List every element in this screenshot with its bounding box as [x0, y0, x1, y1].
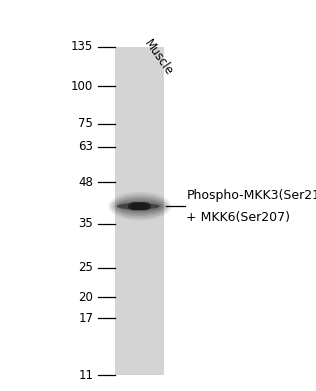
Text: Phospho-MKK3(Ser218): Phospho-MKK3(Ser218): [186, 188, 316, 202]
Ellipse shape: [135, 202, 147, 210]
Ellipse shape: [108, 192, 171, 221]
Ellipse shape: [131, 202, 143, 210]
Ellipse shape: [128, 202, 140, 210]
Ellipse shape: [111, 194, 169, 218]
Text: Muscle: Muscle: [142, 38, 175, 78]
Bar: [115, 47, 164, 375]
Text: 35: 35: [78, 217, 93, 230]
Text: 75: 75: [78, 117, 93, 131]
Ellipse shape: [117, 203, 160, 210]
Text: 100: 100: [71, 80, 93, 93]
Text: + MKK6(Ser207): + MKK6(Ser207): [186, 211, 290, 224]
Text: 20: 20: [78, 291, 93, 303]
Ellipse shape: [117, 201, 162, 212]
Ellipse shape: [138, 202, 151, 210]
Text: 135: 135: [71, 40, 93, 54]
Text: 48: 48: [78, 176, 93, 189]
Text: 25: 25: [78, 261, 93, 274]
Ellipse shape: [115, 199, 165, 214]
Text: 17: 17: [78, 312, 93, 325]
Text: 63: 63: [78, 140, 93, 153]
Ellipse shape: [113, 196, 167, 216]
Text: 11: 11: [78, 369, 93, 382]
